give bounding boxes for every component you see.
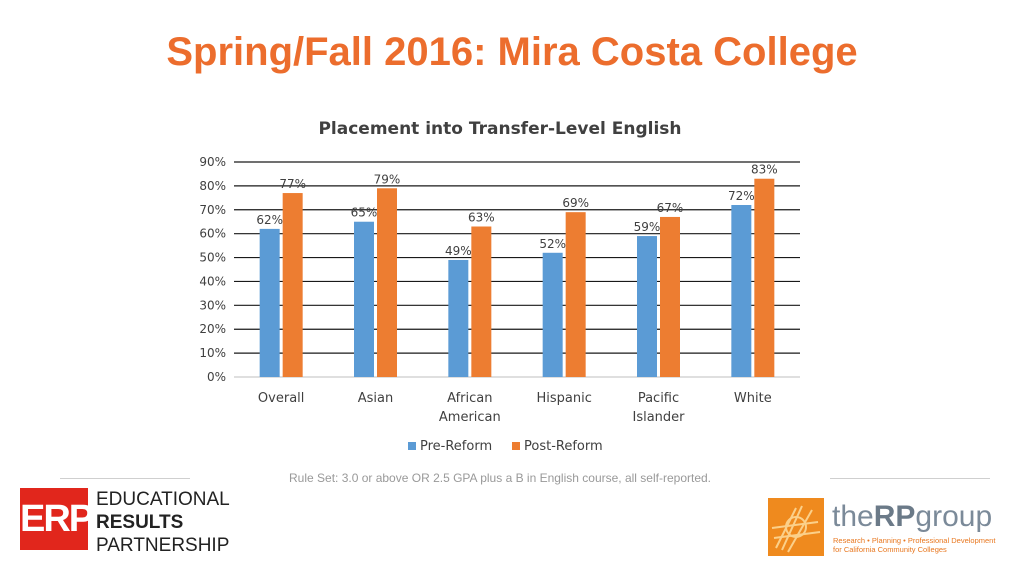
data-label: 63% [468, 211, 495, 225]
rp-tagline-1: Research • Planning • Professional Devel… [833, 536, 996, 545]
y-tick-label: 20% [199, 322, 226, 336]
erp-line-3: PARTNERSHIP [96, 535, 230, 556]
divider-right [830, 478, 990, 479]
x-category-label: Asian [358, 391, 393, 406]
data-label: 77% [279, 177, 306, 191]
data-label: 59% [634, 220, 661, 234]
y-tick-label: 30% [199, 298, 226, 312]
footnote: Rule Set: 3.0 or above OR 2.5 GPA plus a… [289, 471, 711, 485]
x-category-label: White [734, 391, 772, 406]
x-category-label: American [439, 410, 501, 425]
bar-pre-reform [448, 259, 469, 377]
y-tick-label: 60% [199, 227, 226, 241]
y-tick-label: 10% [199, 346, 226, 360]
bar-pre-reform [542, 252, 563, 377]
erp-line-1: EDUCATIONAL [96, 489, 230, 510]
legend-swatch [512, 442, 520, 450]
legend-label: Post-Reform [524, 439, 603, 454]
y-tick-label: 90% [199, 155, 226, 169]
erp-logo: ERP [20, 488, 94, 550]
rp-group-tagline: Research • Planning • Professional Devel… [833, 536, 995, 554]
chart-title: Placement into Transfer-Level English [318, 119, 681, 139]
legend-swatch [408, 442, 416, 450]
rp-name-post: group [915, 500, 993, 533]
erp-logo-text: EDUCATIONAL RESULTS PARTNERSHIP [96, 488, 230, 557]
bar-pre-reform [637, 236, 657, 377]
data-label: 49% [445, 244, 472, 258]
rp-tagline-2: for California Community Colleges [833, 545, 947, 554]
divider-left [60, 478, 190, 479]
bar-post-reform [282, 193, 303, 377]
data-label: 79% [374, 172, 401, 186]
y-tick-label: 0% [207, 370, 226, 384]
bar-pre-reform [259, 228, 280, 377]
rp-group-logo-icon [768, 498, 824, 556]
bar-post-reform [660, 216, 680, 377]
y-tick-label: 50% [199, 251, 226, 265]
bar-post-reform [565, 212, 586, 377]
bar-post-reform [377, 188, 397, 377]
data-label: 67% [657, 201, 684, 215]
y-tick-label: 40% [199, 274, 226, 288]
x-category-label: Islander [632, 410, 685, 425]
bar-post-reform [754, 178, 775, 377]
bar-chart-svg: Placement into Transfer-Level English 0% 1… [199, 119, 800, 454]
data-label: 62% [256, 213, 283, 227]
legend-label: Pre-Reform [420, 439, 492, 454]
x-category-label: Pacific [638, 391, 679, 406]
bar-post-reform [471, 226, 492, 377]
rp-name-pre: the [832, 500, 874, 533]
x-category-label: Overall [258, 391, 304, 406]
erp-line-2: RESULTS [96, 512, 184, 533]
chart: Placement into Transfer-Level English 0% 1… [180, 110, 820, 470]
bar-pre-reform [731, 205, 752, 377]
slide-title: Spring/Fall 2016: Mira Costa College [166, 30, 858, 74]
rp-group-wordmark: theRPgroup [832, 500, 992, 534]
data-label: 69% [562, 196, 589, 210]
data-label: 52% [539, 237, 566, 251]
y-tick-label: 80% [199, 179, 226, 193]
data-label: 65% [351, 206, 378, 220]
data-label: 83% [751, 163, 778, 177]
data-label: 72% [728, 189, 755, 203]
x-category-label: Hispanic [536, 391, 591, 406]
rp-name-bold: RP [873, 500, 916, 533]
x-category-label: African [447, 391, 492, 406]
bar-pre-reform [354, 221, 374, 377]
y-tick-label: 70% [199, 203, 226, 217]
